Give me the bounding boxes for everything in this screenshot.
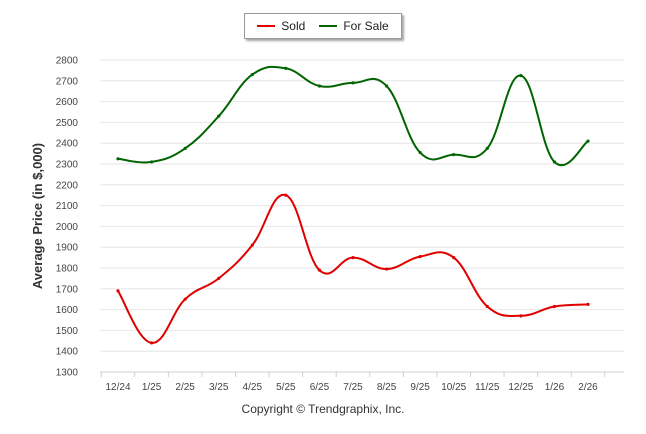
legend-item-for-sale: For Sale [319,19,389,33]
data-point-sold [284,193,288,197]
x-tick-label: 2/26 [578,382,598,393]
y-tick-labels: 1300 1400 1500 1600 1700 1800 1900 2000 2100 2200… [56,56,79,379]
data-point-for-sale [351,81,355,85]
data-point-sold [116,289,120,293]
x-tick-label: 8/25 [377,382,397,393]
y-tick-label: 2600 [56,97,79,108]
series-lines [116,65,590,345]
y-tick-label: 2700 [56,76,79,87]
y-tick-label: 1300 [56,368,79,379]
data-point-for-sale [183,146,187,150]
legend-swatch-sold [257,25,276,27]
x-tick-label: 4/25 [243,382,263,393]
y-tick-label: 2100 [56,201,79,212]
data-point-for-sale [552,160,557,164]
data-point-sold [519,314,523,318]
data-point-for-sale [485,146,489,150]
data-point-sold [384,267,389,271]
data-point-sold [351,256,355,260]
data-point-for-sale [418,150,422,155]
y-tick-label: 2300 [56,160,79,171]
y-tick-label: 2800 [56,56,79,67]
y-tick-label: 1400 [56,347,79,358]
data-point-for-sale [586,139,590,143]
data-point-for-sale [149,160,154,164]
legend-swatch-for-sale [319,25,338,27]
grid-lines [100,59,624,377]
data-point-sold [250,243,254,247]
x-tick-labels: 12/24 1/25 2/25 3/25 4/25 5/25 6/25 7/25 8/25 9/2… [105,382,598,393]
legend-label-for-sale: For Sale [343,19,389,33]
data-point-for-sale [384,84,389,88]
y-tick-label: 2500 [56,118,79,129]
x-tick-label: 1/26 [545,382,565,393]
y-tick-label: 1600 [56,305,79,316]
data-point-sold [317,268,322,272]
data-point-sold [418,254,422,259]
data-point-sold [586,302,590,306]
x-tick-label: 3/25 [209,382,229,393]
y-tick-label: 1900 [56,243,79,254]
x-tick-label: 7/25 [343,382,363,393]
data-point-sold [485,304,489,309]
data-point-sold [149,341,154,345]
x-tick-label: 12/24 [105,382,130,393]
y-tick-label: 1700 [56,284,79,295]
legend-label-sold: Sold [281,19,306,33]
data-point-for-sale [317,84,322,88]
data-point-sold [452,256,456,260]
data-point-for-sale [250,72,254,77]
data-point-sold [217,276,221,280]
x-tick-label: 1/25 [142,382,162,393]
data-point-for-sale [452,153,456,157]
y-tick-label: 2000 [56,222,79,233]
x-tick-label: 5/25 [276,382,296,393]
x-tick-label: 12/25 [508,382,533,393]
y-axis-label: Average Price (in $,000) [30,143,45,289]
y-tick-label: 2400 [56,139,79,150]
series-line-sold [117,194,589,344]
y-tick-label: 1800 [56,264,79,275]
x-tick-label: 11/25 [475,382,500,393]
legend: Sold For Sale [244,13,402,39]
legend-item-sold: Sold [257,19,305,33]
copyright-footer: Copyright © Trendgraphix, Inc. [241,402,405,416]
data-point-for-sale [284,66,288,70]
data-point-for-sale [116,157,120,161]
x-tick-label: 2/25 [175,382,195,393]
y-tick-label: 2200 [56,180,79,191]
data-point-sold [183,297,187,301]
data-point-sold [552,304,557,309]
data-point-for-sale [217,114,221,118]
x-tick-label: 10/25 [441,382,466,393]
data-point-for-sale [519,74,523,78]
x-tick-label: 9/25 [410,382,430,393]
y-tick-label: 1500 [56,326,79,337]
x-tick-label: 6/25 [310,382,330,393]
